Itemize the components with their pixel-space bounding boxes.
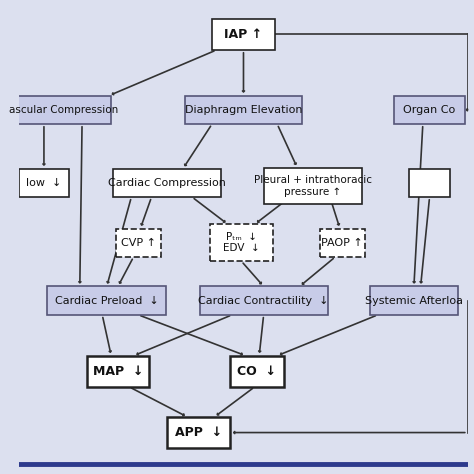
Text: Systemic Afterloa: Systemic Afterloa [365, 296, 463, 306]
Text: PAOP ↑: PAOP ↑ [321, 237, 363, 247]
Text: Cardiac Preload  ↓: Cardiac Preload ↓ [55, 296, 159, 306]
Text: MAP  ↓: MAP ↓ [93, 365, 143, 378]
Text: Diaphragm Elevation: Diaphragm Elevation [185, 105, 302, 115]
FancyBboxPatch shape [230, 356, 284, 387]
Text: ascular Compression: ascular Compression [9, 105, 119, 115]
FancyBboxPatch shape [410, 169, 450, 197]
FancyBboxPatch shape [264, 168, 362, 204]
Text: Pleural + intrathoracic
pressure ↑: Pleural + intrathoracic pressure ↑ [254, 175, 372, 197]
FancyBboxPatch shape [370, 286, 457, 315]
FancyBboxPatch shape [212, 19, 275, 50]
Text: Cardiac Contractility  ↓: Cardiac Contractility ↓ [199, 296, 329, 306]
FancyBboxPatch shape [394, 96, 465, 124]
Text: CVP ↑: CVP ↑ [120, 237, 155, 247]
FancyBboxPatch shape [113, 169, 221, 197]
FancyBboxPatch shape [116, 228, 161, 257]
FancyBboxPatch shape [17, 96, 111, 124]
Text: Cardiac Compression: Cardiac Compression [109, 178, 226, 188]
FancyBboxPatch shape [185, 96, 302, 124]
FancyBboxPatch shape [167, 417, 230, 448]
FancyBboxPatch shape [210, 224, 273, 261]
FancyBboxPatch shape [200, 286, 328, 315]
FancyBboxPatch shape [320, 228, 365, 257]
FancyBboxPatch shape [19, 169, 69, 197]
FancyBboxPatch shape [47, 286, 166, 315]
FancyBboxPatch shape [87, 356, 149, 387]
Text: IAP ↑: IAP ↑ [224, 28, 263, 41]
Text: Organ Co: Organ Co [403, 105, 456, 115]
Text: low  ↓: low ↓ [26, 178, 62, 188]
Text: CO  ↓: CO ↓ [237, 365, 276, 378]
Text: APP  ↓: APP ↓ [175, 426, 222, 439]
Text: Pₜₘ  ↓
EDV  ↓: Pₜₘ ↓ EDV ↓ [223, 232, 260, 254]
